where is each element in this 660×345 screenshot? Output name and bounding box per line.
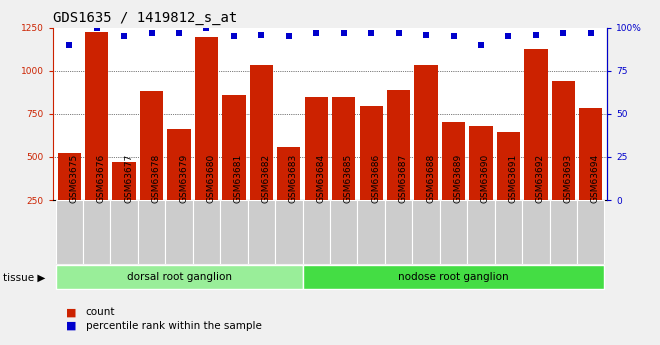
FancyBboxPatch shape — [165, 200, 193, 264]
Bar — [552, 81, 575, 200]
Point — [421, 32, 432, 37]
Point — [92, 25, 102, 30]
Point — [174, 30, 184, 36]
FancyBboxPatch shape — [110, 200, 138, 264]
Bar — [414, 65, 438, 200]
Point — [558, 30, 568, 36]
Point — [366, 30, 376, 36]
Bar — [195, 37, 218, 200]
Bar — [579, 108, 603, 200]
Text: GSM63692: GSM63692 — [536, 154, 545, 203]
Text: GSM63678: GSM63678 — [152, 154, 160, 203]
Text: nodose root ganglion: nodose root ganglion — [398, 272, 509, 282]
FancyBboxPatch shape — [550, 200, 577, 264]
Bar — [332, 97, 355, 200]
Text: GSM63694: GSM63694 — [591, 154, 600, 203]
Text: GSM63686: GSM63686 — [371, 154, 380, 203]
Text: GSM63680: GSM63680 — [207, 154, 216, 203]
Text: GSM63684: GSM63684 — [316, 154, 325, 203]
Point — [585, 30, 596, 36]
Text: GSM63687: GSM63687 — [399, 154, 408, 203]
Bar — [524, 49, 548, 200]
FancyBboxPatch shape — [83, 200, 110, 264]
Text: GSM63685: GSM63685 — [344, 154, 352, 203]
FancyBboxPatch shape — [358, 200, 385, 264]
FancyBboxPatch shape — [193, 200, 220, 264]
FancyBboxPatch shape — [55, 200, 83, 264]
Bar — [360, 106, 383, 200]
Point — [256, 32, 267, 37]
Text: GSM63682: GSM63682 — [261, 154, 271, 203]
Text: GSM63691: GSM63691 — [508, 154, 517, 203]
Text: GSM63677: GSM63677 — [124, 154, 133, 203]
Bar — [277, 148, 300, 200]
Text: tissue ▶: tissue ▶ — [3, 273, 46, 283]
Bar — [387, 90, 411, 200]
Text: GSM63681: GSM63681 — [234, 154, 243, 203]
Bar — [57, 152, 81, 200]
Text: percentile rank within the sample: percentile rank within the sample — [86, 321, 261, 331]
Bar — [168, 129, 191, 200]
Text: count: count — [86, 307, 115, 317]
Point — [147, 30, 157, 36]
FancyBboxPatch shape — [495, 200, 522, 264]
Point — [119, 33, 129, 39]
FancyBboxPatch shape — [385, 200, 412, 264]
Point — [503, 33, 513, 39]
FancyBboxPatch shape — [55, 265, 302, 288]
Point — [476, 42, 486, 48]
Text: GSM63690: GSM63690 — [481, 154, 490, 203]
Point — [393, 30, 404, 36]
Point — [339, 30, 349, 36]
Bar — [305, 97, 328, 200]
Text: GSM63689: GSM63689 — [453, 154, 463, 203]
Bar — [222, 95, 246, 200]
Bar — [249, 65, 273, 200]
Point — [228, 33, 239, 39]
Text: dorsal root ganglion: dorsal root ganglion — [127, 272, 232, 282]
FancyBboxPatch shape — [302, 265, 605, 288]
FancyBboxPatch shape — [248, 200, 275, 264]
Point — [531, 32, 541, 37]
Point — [448, 33, 459, 39]
Bar — [469, 126, 492, 200]
FancyBboxPatch shape — [220, 200, 248, 264]
Text: GSM63676: GSM63676 — [97, 154, 106, 203]
Text: GSM63683: GSM63683 — [289, 154, 298, 203]
Bar — [497, 132, 520, 200]
FancyBboxPatch shape — [577, 200, 605, 264]
FancyBboxPatch shape — [440, 200, 467, 264]
Point — [284, 33, 294, 39]
Text: GSM63675: GSM63675 — [69, 154, 79, 203]
Text: GSM63688: GSM63688 — [426, 154, 435, 203]
Bar — [112, 162, 136, 200]
Text: ■: ■ — [66, 307, 77, 317]
Text: ■: ■ — [66, 321, 77, 331]
FancyBboxPatch shape — [412, 200, 440, 264]
Point — [201, 25, 212, 30]
Bar — [140, 91, 163, 200]
FancyBboxPatch shape — [522, 200, 550, 264]
Bar — [442, 122, 465, 200]
FancyBboxPatch shape — [138, 200, 165, 264]
Bar — [85, 32, 108, 200]
Text: GSM63693: GSM63693 — [563, 154, 572, 203]
FancyBboxPatch shape — [467, 200, 495, 264]
FancyBboxPatch shape — [302, 200, 330, 264]
Text: GSM63679: GSM63679 — [179, 154, 188, 203]
FancyBboxPatch shape — [275, 200, 302, 264]
Point — [311, 30, 321, 36]
Point — [64, 42, 75, 48]
FancyBboxPatch shape — [330, 200, 358, 264]
Text: GDS1635 / 1419812_s_at: GDS1635 / 1419812_s_at — [53, 11, 237, 25]
